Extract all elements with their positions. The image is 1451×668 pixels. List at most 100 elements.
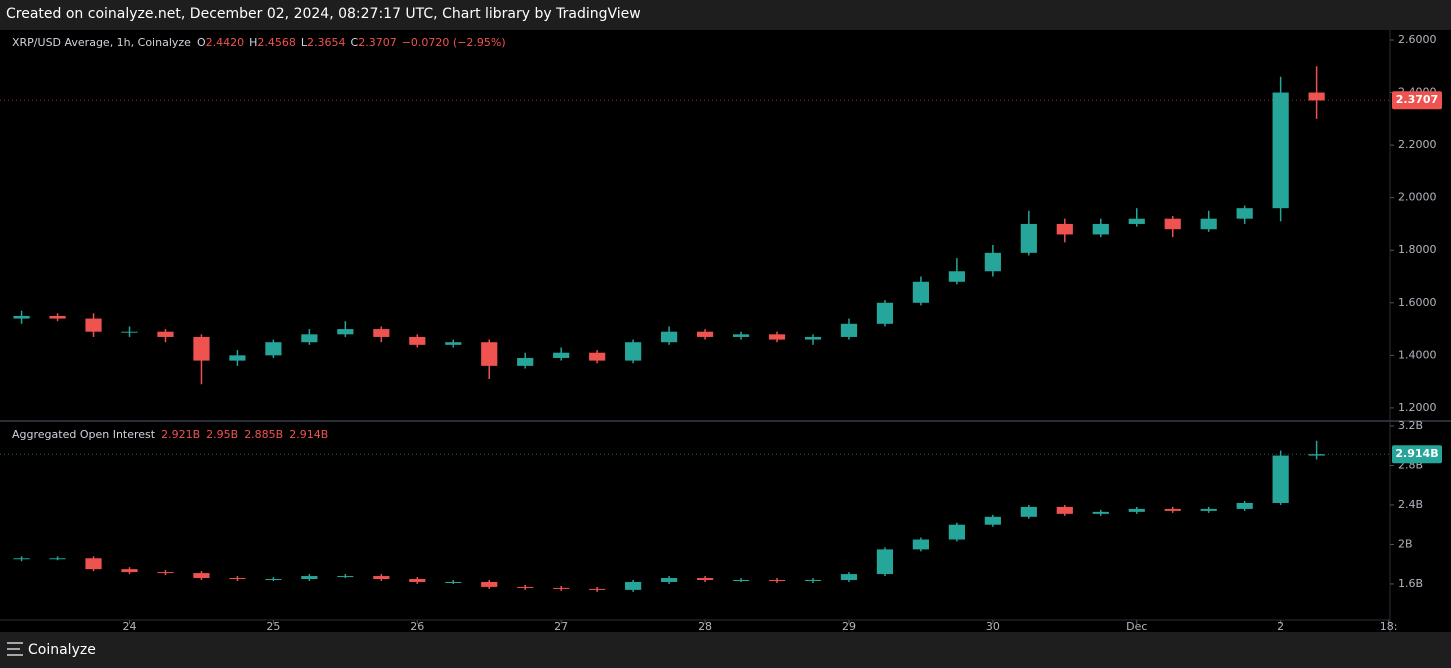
candle-body [732, 334, 750, 337]
candle-body [1236, 502, 1253, 509]
candle-body [768, 334, 786, 340]
candle-body [625, 581, 642, 590]
candle-body [265, 342, 282, 356]
candle-body [876, 549, 894, 575]
candle-body [13, 558, 30, 560]
x-tick-label: 27 [554, 620, 568, 633]
x-tick-label: 18: [1380, 620, 1398, 633]
candle-body [804, 336, 822, 340]
candle-body [13, 315, 30, 319]
candle-body [732, 580, 750, 582]
legend-key: O [197, 36, 206, 49]
candle-body [265, 579, 282, 581]
candle-body [1164, 218, 1181, 230]
candle-body [373, 329, 390, 337]
candle-body [409, 336, 426, 345]
candle-body [1056, 223, 1073, 235]
y-tick-label: 2.2000 [1398, 138, 1437, 151]
legend-change: −0.0720 (−2.95%) [402, 36, 506, 49]
candle-body [337, 329, 354, 335]
candle-body [517, 586, 534, 588]
candle-body [409, 579, 426, 582]
candle-body [481, 342, 498, 366]
y-tick-label: 2.4B [1398, 498, 1423, 511]
header-bar [0, 0, 1451, 30]
candle-body [804, 580, 822, 582]
candle-body [876, 302, 894, 324]
legend-title: XRP/USD Average, 1h, Coinalyze [12, 36, 191, 49]
candle-body [1020, 223, 1037, 253]
y-tick-label: 2.0000 [1398, 191, 1437, 204]
candle-body [589, 588, 606, 590]
candle-body [1200, 218, 1217, 230]
x-tick-label: 25 [266, 620, 280, 633]
last-value-box [1392, 445, 1442, 464]
y-tick-label: 1.2000 [1398, 401, 1437, 414]
x-tick-label: 28 [698, 620, 712, 633]
candle-body [1236, 208, 1253, 219]
legend-key: L [301, 36, 308, 49]
candle-body [445, 342, 462, 345]
candle-body [768, 580, 786, 582]
candle-body [157, 331, 174, 337]
y-tick-label: 2B [1398, 537, 1413, 550]
legend-value: 2.3707 [358, 36, 397, 49]
candle-body [49, 315, 66, 319]
y-tick-label: 1.6B [1398, 577, 1423, 590]
candle-body [840, 323, 858, 337]
y-tick-label: 3.2B [1398, 419, 1423, 432]
last-value-label: 2.914B [1395, 447, 1438, 460]
last-value-box [1392, 91, 1442, 110]
candle-body [481, 581, 498, 587]
y-tick-label: 1.4000 [1398, 348, 1437, 361]
candle-body [373, 576, 390, 580]
candle-body [301, 576, 318, 580]
candle-body [121, 569, 138, 573]
candle-body [912, 281, 930, 303]
candle-body [337, 576, 354, 578]
candle-body [193, 336, 210, 361]
candle-body [948, 524, 965, 540]
x-tick-label: 24 [123, 620, 137, 633]
y-tick-label: 2.6000 [1398, 33, 1437, 46]
menu-icon[interactable] [7, 642, 23, 656]
candle-body [49, 558, 66, 560]
x-tick-label: 26 [410, 620, 424, 633]
candle-body [984, 252, 1001, 272]
legend-value: 2.95B [206, 428, 238, 441]
legend: Aggregated Open Interest 2.921B 2.95B 2.885… [12, 428, 328, 441]
candle-body [121, 331, 138, 333]
candle-body [1164, 508, 1181, 511]
candle-body [229, 355, 246, 361]
candle-body [85, 318, 102, 332]
candle-body [661, 331, 678, 343]
legend-key: C [351, 36, 359, 49]
legend-value: 2.4420 [206, 36, 245, 49]
legend: XRP/USD Average, 1h, Coinalyze O2.4420 H2.… [12, 36, 506, 49]
candle-body [1128, 508, 1145, 512]
candle-body [696, 578, 714, 581]
candle-body [948, 271, 965, 282]
candle-body [193, 573, 210, 579]
plot-area [0, 30, 1390, 632]
candle-body [1056, 506, 1073, 514]
candle-body [229, 578, 246, 580]
x-tick-label: 29 [842, 620, 856, 633]
legend-value: 2.885B [244, 428, 283, 441]
candle-body [1272, 455, 1289, 503]
candle-body [1308, 92, 1325, 101]
candle-body [301, 334, 318, 343]
candle-body [984, 516, 1001, 525]
candle-body [840, 574, 858, 581]
candle-body [696, 331, 714, 337]
candle-body [1200, 508, 1217, 511]
x-tick-label: 2 [1277, 620, 1284, 633]
x-tick-label: Dec [1126, 620, 1147, 633]
footer-brand[interactable]: Coinalyze [28, 642, 96, 658]
candle-body [445, 581, 462, 583]
candle-body [625, 342, 642, 361]
candle-body [1092, 223, 1109, 235]
header-title: Created on coinalyze.net, December 02, 2… [6, 6, 641, 22]
candle-body [553, 352, 570, 358]
